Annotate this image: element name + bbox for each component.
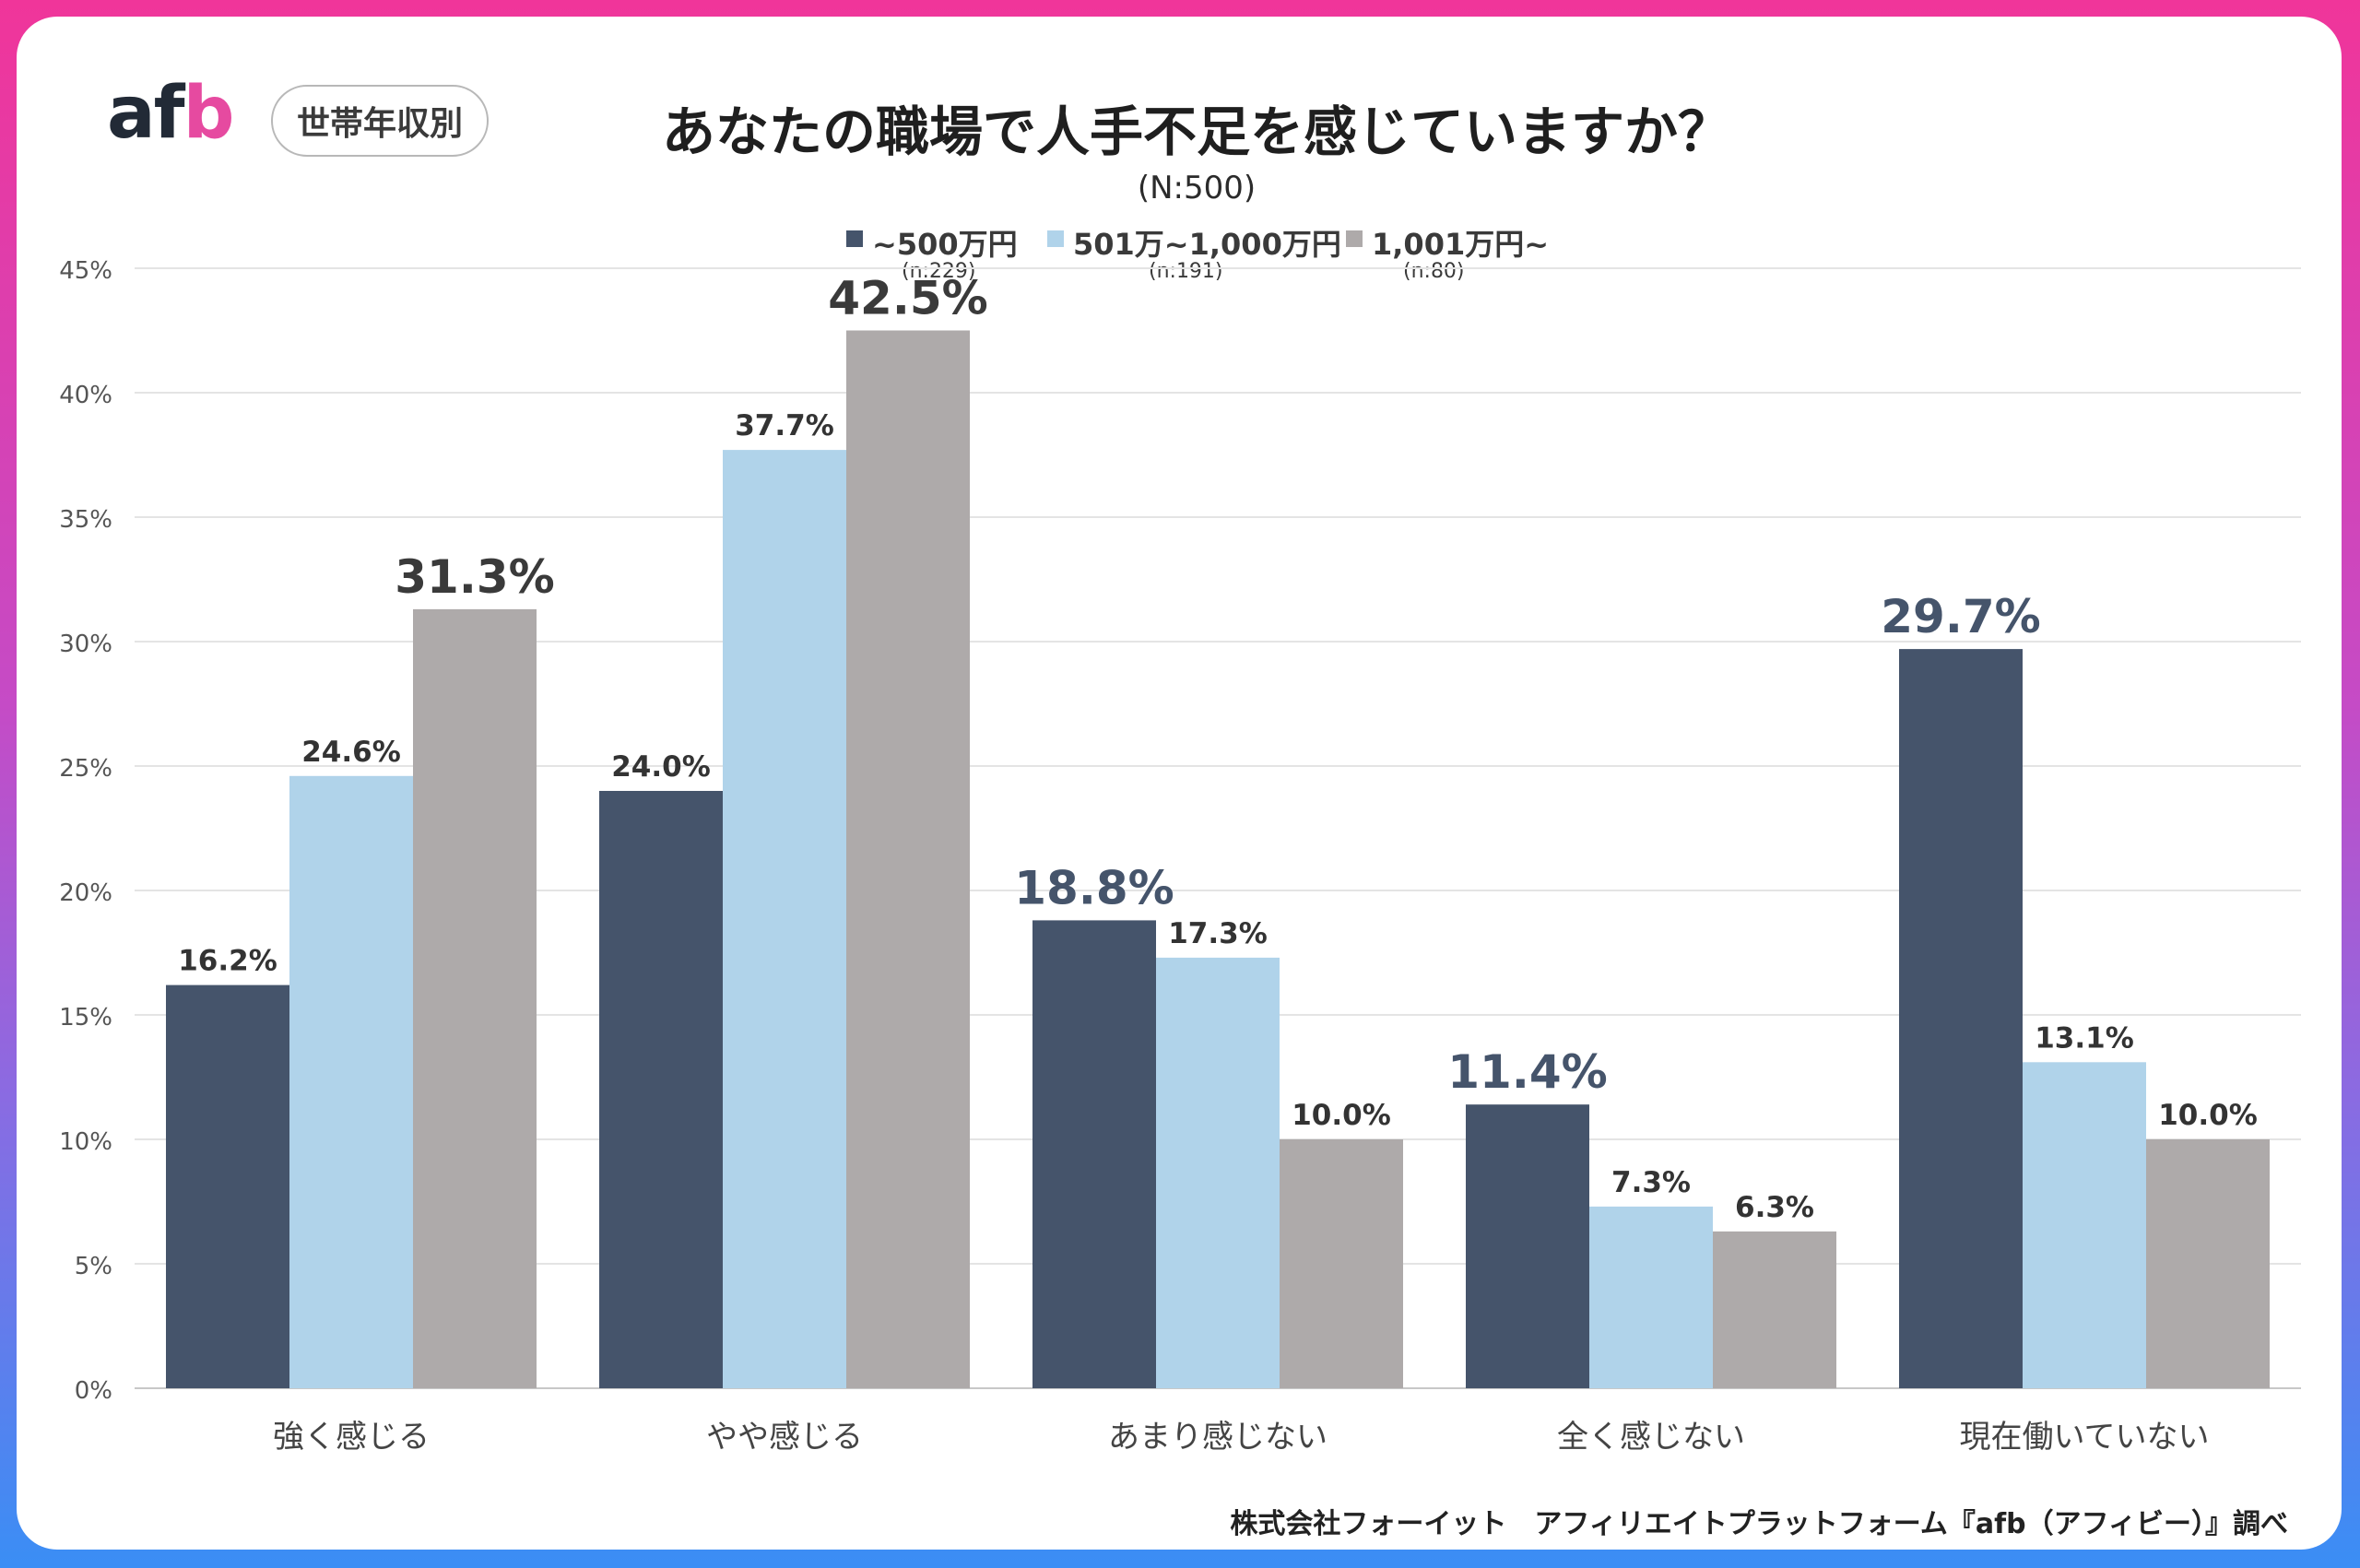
data-label: 11.4% [1447, 1045, 1607, 1099]
legend-label: 1,001万円~ [1372, 227, 1550, 262]
chart-title: あなたの職場で人手不足を感じていますか？ [661, 100, 1731, 163]
afb-logo: afb [107, 72, 234, 155]
y-tick-label: 45% [59, 257, 112, 285]
y-tick-label: 5% [75, 1253, 112, 1280]
y-tick-label: 40% [59, 382, 112, 409]
bar-1-2 [599, 791, 723, 1388]
bar-1-1 [166, 984, 289, 1388]
x-tick-label: やや感じる [706, 1419, 863, 1456]
legend-swatch [1047, 230, 1064, 247]
y-tick-label: 0% [75, 1377, 112, 1405]
legend-swatch [1346, 230, 1363, 247]
y-tick-label: 25% [59, 755, 112, 783]
bar-2-2 [723, 450, 846, 1389]
data-label: 17.3% [1168, 917, 1268, 950]
x-tick-label: 現在働いていない [1960, 1419, 2210, 1456]
data-label: 7.3% [1611, 1166, 1691, 1199]
legend-count: (n:229) [902, 260, 976, 283]
legend-count: (n:191) [1149, 260, 1223, 283]
bar-2-1 [289, 775, 413, 1388]
y-tick-label: 35% [59, 506, 112, 534]
bar-1-5 [1899, 649, 2023, 1388]
legend-label: ~500万円 [872, 227, 1018, 262]
x-tick-label: 強く感じる [273, 1419, 430, 1456]
y-tick-label: 30% [59, 631, 112, 658]
data-label: 10.0% [1292, 1099, 1391, 1132]
bar-2-4 [1589, 1206, 1713, 1388]
y-tick-label: 10% [59, 1128, 112, 1156]
data-label: 16.2% [178, 945, 277, 978]
chart-subtitle: (N:500) [1137, 170, 1257, 206]
data-label: 29.7% [1881, 590, 2040, 643]
bar-1-3 [1032, 920, 1156, 1388]
data-label: 42.5% [828, 272, 987, 325]
data-label: 18.8% [1014, 861, 1174, 914]
data-label: 24.6% [301, 736, 401, 769]
data-label: 31.3% [395, 550, 554, 604]
legend-swatch [846, 230, 863, 247]
data-label: 6.3% [1735, 1191, 1814, 1224]
data-label: 24.0% [611, 750, 711, 784]
bar-2-5 [2023, 1062, 2146, 1388]
bar-3-2 [846, 330, 970, 1388]
bar-3-3 [1280, 1139, 1403, 1388]
category-badge: 世帯年収別 [271, 85, 489, 157]
data-label: 37.7% [735, 409, 834, 442]
bar-1-4 [1466, 1104, 1589, 1388]
legend-label: 501万~1,000万円 [1073, 227, 1341, 262]
y-tick-label: 20% [59, 879, 112, 907]
bar-2-3 [1156, 957, 1280, 1388]
data-label: 13.1% [2035, 1021, 2134, 1055]
source-footer: 株式会社フォーイット アフィリエイトプラットフォーム『afb（アフィビー）』調べ [1230, 1508, 2288, 1540]
bar-3-1 [413, 608, 537, 1388]
bar-3-4 [1713, 1231, 1836, 1388]
y-tick-label: 15% [59, 1004, 112, 1032]
x-tick-label: 全く感じない [1557, 1419, 1745, 1456]
data-label: 10.0% [2158, 1099, 2258, 1132]
legend-count: (n:80) [1403, 260, 1465, 283]
bar-3-5 [2146, 1139, 2270, 1388]
x-tick-label: あまり感じない [1108, 1419, 1328, 1456]
